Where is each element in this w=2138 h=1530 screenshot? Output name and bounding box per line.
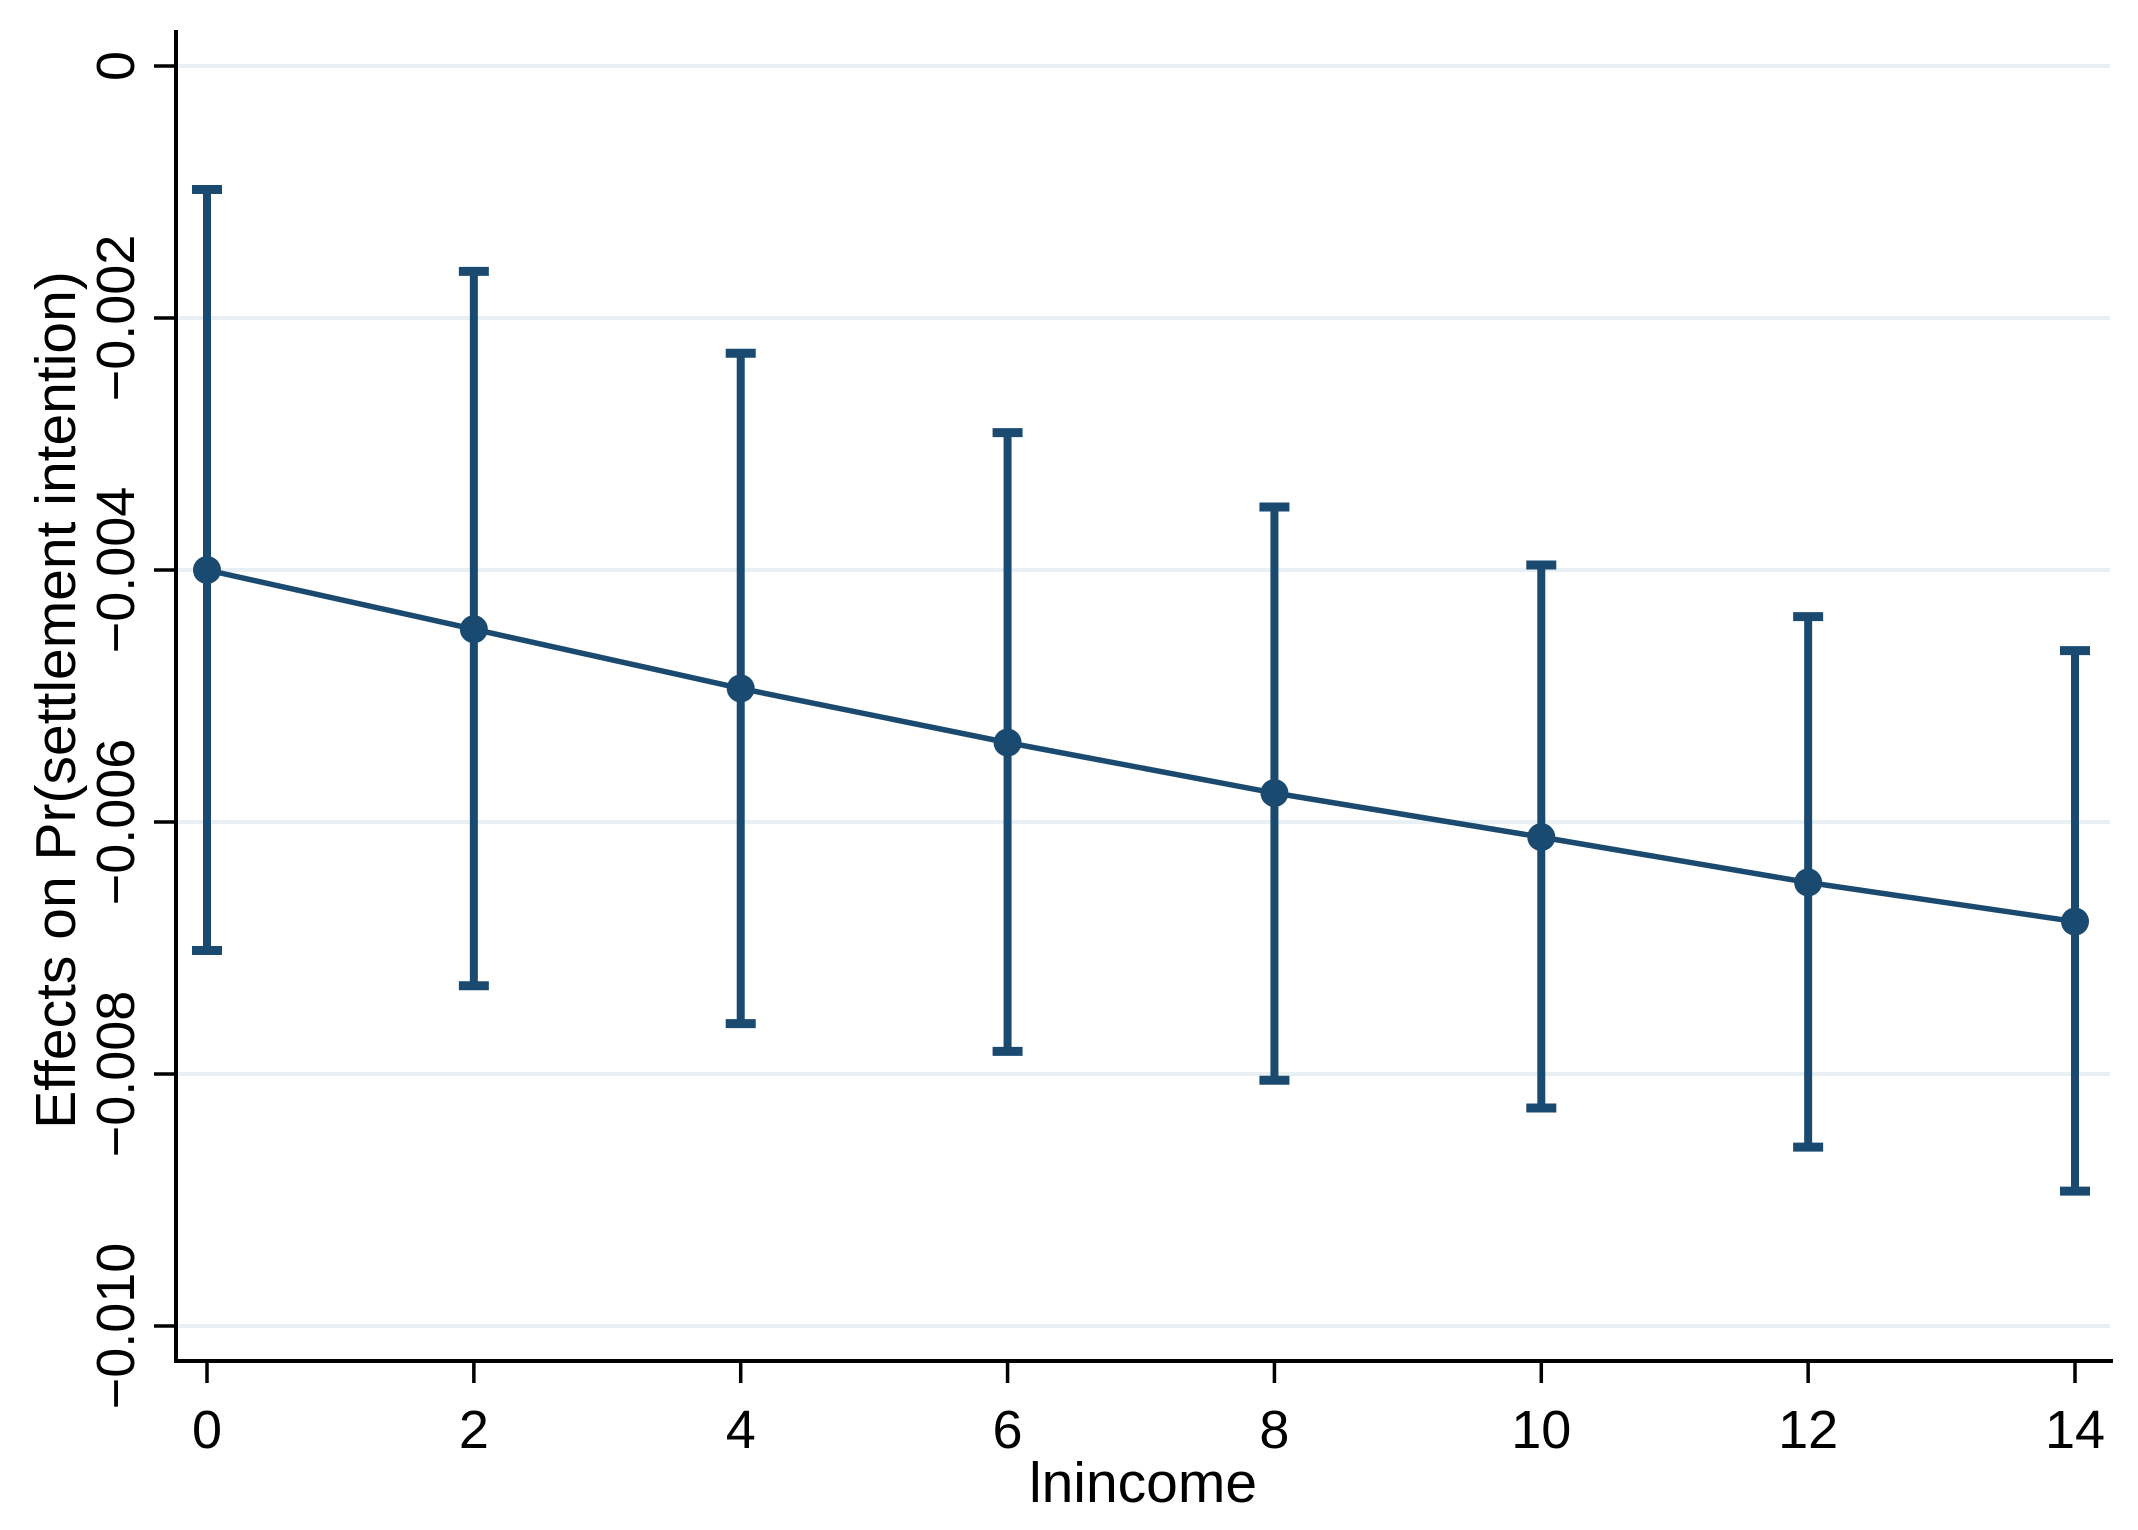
series-marker-x10 — [1527, 823, 1556, 852]
x-tick-label-6: 6 — [993, 1400, 1023, 1460]
y-axis-title: Effects on Pr(settlement intention) — [24, 271, 88, 1129]
x-tick-label-12: 12 — [1778, 1400, 1838, 1460]
x-axis-title: lnincome — [1029, 1451, 1257, 1515]
x-tick-label-10: 10 — [1511, 1400, 1571, 1460]
y-tick-label-−0.010: −0.010 — [86, 1243, 146, 1410]
y-tick-label-0: 0 — [86, 51, 146, 81]
y-tick-label-−0.006: −0.006 — [86, 739, 146, 906]
x-tick-label-2: 2 — [459, 1400, 489, 1460]
ticks-and-tick-labels: 0 −0.002 −0.004 −0.006 −0.008 −0.010 0 2 4 6 8 10 12… — [86, 51, 2105, 1460]
series-marker-x2 — [459, 615, 488, 644]
gridlines — [178, 64, 2110, 1328]
x-tick-label-8: 8 — [1259, 1400, 1289, 1460]
x-tick-label-0: 0 — [192, 1400, 222, 1460]
series-marker-x4 — [726, 674, 755, 703]
series-marker-x8 — [1260, 779, 1289, 808]
series-marker-x12 — [1794, 868, 1823, 897]
x-tick-label-14: 14 — [2045, 1400, 2105, 1460]
series-marker-x0 — [193, 556, 221, 584]
y-tick-label-−0.002: −0.002 — [86, 235, 146, 402]
series-marker-x14 — [2061, 907, 2089, 936]
x-tick-label-4: 4 — [726, 1400, 756, 1460]
series-marker-x6 — [993, 728, 1022, 757]
data-series — [192, 184, 2090, 1196]
y-tick-label-−0.004: −0.004 — [86, 487, 146, 654]
series-line — [206, 567, 2076, 925]
y-tick-label-−0.008: −0.008 — [86, 991, 146, 1158]
axes — [174, 30, 2113, 1363]
